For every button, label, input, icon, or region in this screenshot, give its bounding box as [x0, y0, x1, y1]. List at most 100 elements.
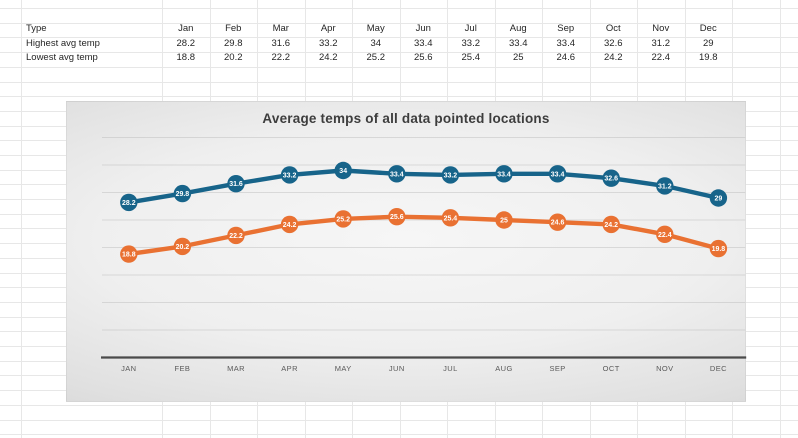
x-axis-label: SEP [549, 364, 565, 373]
table-header-month[interactable]: Jul [464, 23, 477, 34]
table-header-month[interactable]: Dec [699, 23, 717, 34]
table-cell-value[interactable]: 31.2 [651, 37, 671, 49]
row-gridline [0, 82, 798, 83]
data-point-marker [441, 166, 460, 184]
table-cell-value[interactable]: 24.2 [604, 52, 623, 64]
x-axis-label: OCT [603, 364, 620, 373]
data-point-label: 18.8 [122, 252, 136, 259]
x-axis-label: JAN [121, 364, 136, 373]
table-cell-value[interactable]: 33.4 [414, 37, 433, 49]
data-point-label: 34 [339, 168, 347, 175]
table-cell-value[interactable]: 18.8 [176, 52, 196, 64]
table-cell-value[interactable]: 34 [370, 37, 382, 49]
table-cell-value[interactable]: 25.2 [366, 52, 386, 64]
data-point-label: 25.4 [444, 215, 458, 222]
data-point-label: 33.2 [283, 172, 297, 179]
table-cell-value[interactable]: 24.6 [556, 52, 576, 64]
data-point-marker [280, 215, 299, 234]
data-point-label: 31.6 [229, 181, 243, 188]
table-cell-value[interactable]: 33.4 [556, 37, 576, 49]
table-cell-value[interactable]: 25 [512, 52, 524, 64]
table-row-label[interactable]: Highest avg temp [26, 37, 100, 49]
table-cell-value[interactable]: 25.4 [461, 52, 481, 64]
embedded-chart[interactable]: Average temps of all data pointed locati… [66, 101, 747, 402]
data-point-marker [709, 239, 728, 258]
data-point-marker [388, 165, 406, 183]
table-cell-value[interactable]: 33.2 [461, 37, 481, 49]
x-axis-label: JUN [389, 364, 405, 373]
table-header-month[interactable]: Aug [509, 23, 527, 34]
row-gridline [0, 8, 798, 9]
table-cell-value[interactable]: 33.4 [509, 37, 528, 49]
table-header-month[interactable]: Feb [225, 23, 242, 34]
data-point-label: 25 [500, 218, 508, 225]
data-point-label: 33.4 [390, 171, 404, 178]
table-header-month[interactable]: Jan [178, 23, 194, 34]
data-point-marker [388, 208, 406, 226]
data-point-marker [602, 169, 620, 187]
table-header-month[interactable]: May [366, 23, 385, 34]
data-point-label: 19.8 [712, 246, 726, 253]
table-header-month[interactable]: Sep [557, 23, 575, 34]
row-gridline [0, 23, 798, 24]
data-point-label: 29.8 [176, 191, 190, 198]
row-gridline [0, 67, 798, 68]
data-point-label: 24.2 [604, 222, 618, 229]
table-header-month[interactable]: Apr [320, 23, 336, 34]
data-point-label: 31.2 [658, 183, 672, 190]
data-point-label: 24.6 [551, 220, 565, 227]
x-axis-label: DEC [710, 364, 727, 373]
data-point-marker [495, 211, 513, 229]
table-header-month[interactable]: Nov [652, 23, 670, 34]
table-header-month[interactable]: Mar [272, 23, 289, 34]
data-table: Type Jan Feb Mar Apr May Jun Jul Aug Sep Oct Nov Dec… [21, 22, 732, 66]
table-cell-value[interactable]: 24.2 [319, 52, 338, 64]
table-cell-value[interactable]: 29.8 [224, 37, 243, 49]
data-point-marker [334, 210, 352, 228]
table-cell-value[interactable]: 32.6 [604, 37, 623, 49]
data-point-marker [227, 175, 245, 193]
table-header-month[interactable]: Jun [415, 23, 431, 34]
row-gridline [0, 420, 798, 421]
table-cell-value[interactable]: 31.6 [271, 37, 291, 49]
data-point-marker [173, 237, 192, 256]
data-point-marker [709, 189, 728, 207]
row-gridline [0, 37, 798, 38]
data-point-marker [120, 245, 138, 263]
table-cell-value[interactable]: 25.6 [414, 52, 433, 64]
data-point-marker [656, 225, 674, 243]
series-line [126, 214, 721, 257]
x-axis-label: AUG [495, 364, 512, 373]
row-gridline [0, 52, 798, 53]
chart-title: Average temps of all data pointed locati… [262, 111, 550, 126]
data-point-marker [548, 165, 567, 183]
data-point-marker [441, 209, 460, 227]
table-row-label[interactable]: Lowest avg temp [26, 52, 98, 64]
x-axis-label: APR [281, 364, 298, 373]
data-point-label: 33.4 [551, 171, 565, 178]
row-gridline [0, 434, 798, 435]
table-cell-value[interactable]: 33.2 [319, 37, 338, 49]
table-cell-value[interactable]: 22.4 [651, 52, 671, 64]
data-point-label: 29 [715, 196, 723, 203]
chart-plot-area: JAN FEB MAR APR MAY JUN JUL AUG SEP OCT NOV DEC 28.2… [101, 137, 747, 373]
table-cell-value[interactable]: 22.2 [271, 52, 291, 64]
table-cell-value[interactable]: 28.2 [176, 37, 196, 49]
table-header-type[interactable]: Type [26, 23, 47, 34]
column-gridline [780, 0, 781, 438]
x-axis-label: FEB [175, 364, 191, 373]
table-cell-value[interactable]: 20.2 [224, 52, 243, 64]
data-point-label: 33.4 [497, 171, 511, 178]
data-point-label: 33.2 [444, 172, 458, 179]
data-point-label: 24.2 [283, 222, 297, 229]
table-cell-value[interactable]: 19.8 [699, 52, 718, 64]
table-cell-value[interactable]: 29 [702, 37, 714, 49]
data-point-marker [227, 226, 245, 245]
data-point-marker [495, 165, 513, 183]
row-gridline [0, 96, 798, 97]
table-header-month[interactable]: Oct [605, 23, 621, 34]
x-axis-label: MAR [227, 364, 245, 373]
x-axis-label: JUL [443, 364, 458, 373]
data-point-marker [656, 177, 674, 195]
